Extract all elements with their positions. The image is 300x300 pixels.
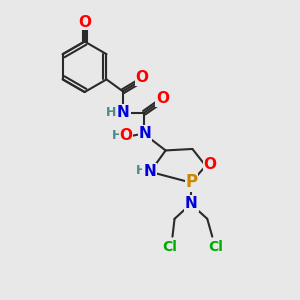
Text: N: N [139, 126, 151, 141]
Text: O: O [120, 128, 133, 143]
Text: O: O [136, 70, 149, 86]
Text: H: H [106, 106, 117, 118]
Text: Cl: Cl [163, 240, 178, 254]
Text: P: P [185, 173, 198, 191]
Text: Cl: Cl [208, 240, 223, 254]
Text: H: H [136, 164, 146, 177]
Text: H: H [111, 129, 122, 142]
Text: O: O [204, 157, 217, 172]
Text: N: N [143, 164, 156, 179]
Text: N: N [185, 196, 198, 211]
Text: O: O [78, 15, 91, 30]
Text: O: O [156, 91, 169, 106]
Text: N: N [117, 105, 130, 120]
